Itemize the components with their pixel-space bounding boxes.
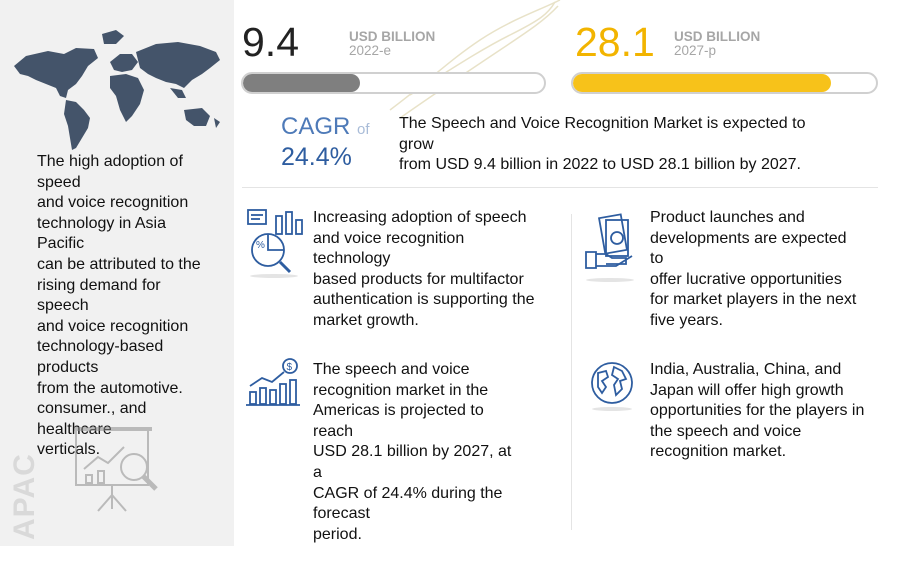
- left-panel-description: The high adoption of speed and voice rec…: [37, 153, 201, 459]
- globe-icon: [591, 362, 633, 411]
- divider-horizontal: [242, 187, 878, 188]
- money-hand-icon: [585, 213, 634, 282]
- stat-2027-unit: USD BILLION: [674, 29, 761, 44]
- stat-2022-progress-fill: [243, 74, 361, 92]
- divider-vertical: [571, 214, 572, 530]
- stat-2027-year: 2027-p: [674, 43, 717, 58]
- cagr-of: of: [357, 121, 370, 138]
- left-panel: The high adoption of speed and voice rec…: [0, 0, 234, 546]
- stat-2022-progress-bar: [241, 72, 546, 94]
- market-summary: The Speech and Voice Recognition Market …: [399, 115, 806, 173]
- highlight-2-text: Product launches and developments are ex…: [650, 209, 857, 329]
- decorative-curves: [389, 0, 561, 119]
- highlight-3-text: The speech and voice recognition market …: [313, 361, 512, 543]
- stat-2027-value: 28.1: [575, 19, 655, 65]
- cagr-label: CAGR of: [281, 114, 370, 143]
- cagr-word: CAGR: [281, 113, 351, 140]
- highlight-4-text: India, Australia, China, and Japan will …: [650, 361, 865, 461]
- svg-text:$: $: [287, 362, 293, 373]
- cagr-value: 24.4%: [281, 143, 352, 171]
- growth-chart-dollar-icon: $: [246, 358, 300, 406]
- stat-2027-progress-bar: [571, 72, 878, 94]
- presentation-chart-search-icon: [74, 427, 158, 512]
- stat-2022-year: 2022-e: [349, 43, 392, 58]
- region-label: APAC: [8, 453, 41, 540]
- stat-2022: 9.4: [242, 22, 299, 63]
- stat-2027: 28.1: [575, 22, 655, 63]
- highlight-1-text: Increasing adoption of speech and voice …: [313, 209, 535, 329]
- stat-2022-unit: USD BILLION: [349, 29, 436, 44]
- svg-text:%: %: [256, 240, 265, 251]
- stat-2022-value: 9.4: [242, 19, 299, 65]
- stat-2027-progress-fill: [573, 74, 831, 92]
- analytics-report-icon: %: [247, 209, 303, 278]
- world-map-icon: [14, 30, 220, 150]
